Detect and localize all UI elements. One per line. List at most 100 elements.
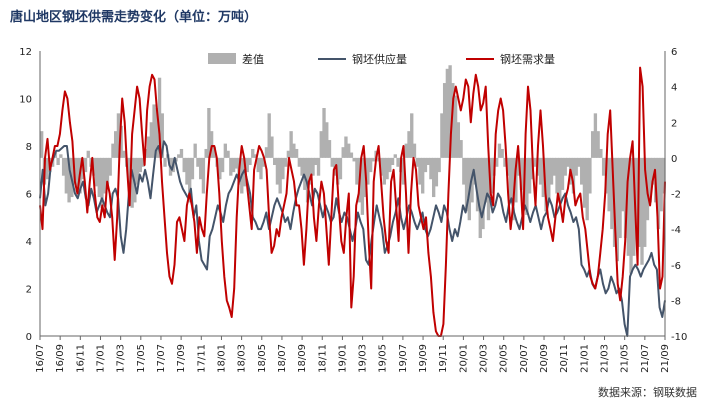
x-tick-label: 18/11 bbox=[317, 344, 328, 373]
diff-bar bbox=[234, 157, 238, 169]
diff-bar bbox=[314, 157, 318, 165]
diff-bar bbox=[404, 143, 408, 158]
legend-demand-label: 钢坯需求量 bbox=[500, 53, 555, 66]
diff-bar bbox=[643, 157, 647, 247]
diff-bar bbox=[127, 157, 132, 185]
diff-bar bbox=[423, 157, 428, 173]
diff-bar bbox=[544, 157, 548, 212]
diff-bar bbox=[347, 143, 351, 158]
diff-bar bbox=[519, 157, 524, 190]
diff-bar bbox=[407, 131, 411, 158]
diff-bar bbox=[146, 136, 151, 158]
diff-bar bbox=[495, 157, 499, 167]
diff-bar bbox=[198, 157, 203, 180]
x-tick-label: 20/09 bbox=[539, 344, 550, 373]
y-right-tick-label: 6 bbox=[671, 47, 677, 58]
diff-bar bbox=[456, 122, 461, 158]
diff-bar bbox=[220, 157, 225, 173]
x-tick-label: 18/01 bbox=[216, 344, 227, 373]
diff-bar bbox=[538, 157, 543, 185]
diff-bar bbox=[289, 131, 293, 158]
diff-bar bbox=[179, 148, 184, 158]
diff-bar bbox=[632, 157, 636, 256]
y-left-tick-label: 8 bbox=[26, 142, 32, 153]
diff-bar bbox=[253, 154, 258, 158]
diff-bar bbox=[648, 157, 652, 203]
diff-bar bbox=[426, 157, 430, 165]
diff-bar bbox=[596, 131, 600, 158]
diff-bar bbox=[325, 122, 329, 158]
diff-bar bbox=[231, 157, 236, 173]
x-tick-label: 17/05 bbox=[136, 344, 147, 373]
diff-bar bbox=[533, 157, 537, 167]
diff-bar bbox=[292, 143, 296, 158]
diff-bar bbox=[267, 113, 271, 158]
x-tick-label: 18/03 bbox=[237, 344, 248, 373]
diff-bar bbox=[207, 108, 211, 158]
diff-bar bbox=[462, 157, 466, 185]
diff-bar bbox=[563, 157, 567, 176]
diff-bar bbox=[410, 113, 414, 158]
diff-area-layer bbox=[40, 65, 666, 274]
diff-bar bbox=[327, 140, 332, 158]
diff-bar bbox=[122, 150, 126, 158]
diff-bar bbox=[582, 157, 587, 208]
diff-bar bbox=[45, 157, 49, 180]
x-tick-label: 19/11 bbox=[438, 344, 449, 373]
diff-bar bbox=[640, 157, 644, 265]
diff-bar bbox=[451, 83, 455, 158]
diff-bar bbox=[196, 157, 200, 167]
x-tick-label: 17/07 bbox=[156, 344, 167, 373]
series-lines bbox=[39, 66, 666, 337]
diff-bar bbox=[541, 157, 545, 198]
diff-bar bbox=[401, 157, 406, 185]
diff-bar bbox=[275, 157, 280, 185]
diff-bar bbox=[527, 157, 532, 194]
diff-bar bbox=[248, 157, 252, 165]
diff-bar bbox=[204, 148, 208, 158]
x-tick-label: 16/07 bbox=[35, 344, 46, 373]
diff-bar bbox=[552, 157, 556, 176]
diff-bar bbox=[209, 131, 214, 158]
y-left-tick-label: 0 bbox=[26, 332, 32, 343]
x-tick-label: 16/09 bbox=[55, 344, 66, 373]
diff-bar bbox=[385, 157, 389, 180]
diff-bar bbox=[281, 157, 285, 180]
diff-bar bbox=[590, 131, 595, 158]
diff-bar bbox=[135, 157, 140, 185]
diff-bar bbox=[558, 157, 562, 203]
legend-supply-label: 钢坯供应量 bbox=[352, 52, 407, 66]
page-title: 唐山地区钢坯供需走势变化（单位：万吨） bbox=[10, 10, 258, 25]
x-tick-label: 18/07 bbox=[277, 344, 288, 373]
source-note: 数据来源：钢联数据 bbox=[598, 386, 697, 399]
diff-bar bbox=[390, 157, 395, 165]
y-right-tick-label: 4 bbox=[671, 83, 677, 94]
diff-bar bbox=[651, 157, 655, 185]
diff-bar bbox=[157, 77, 162, 158]
diff-bar bbox=[316, 157, 321, 176]
diff-bar bbox=[303, 157, 307, 190]
diff-bar bbox=[623, 157, 628, 239]
diff-bar bbox=[130, 157, 134, 208]
diff-bar bbox=[368, 157, 373, 173]
diff-bar bbox=[525, 157, 529, 215]
diff-bar bbox=[656, 157, 661, 230]
diff-bar bbox=[560, 157, 565, 190]
diff-bar bbox=[344, 136, 348, 158]
diff-bar bbox=[500, 148, 504, 158]
diff-bar bbox=[437, 157, 441, 173]
diff-bar bbox=[445, 68, 450, 158]
y-left-tick-label: 6 bbox=[26, 190, 32, 201]
diff-bar bbox=[56, 157, 60, 165]
legend-diff-swatch bbox=[208, 53, 236, 64]
y-right-tick-label: -6 bbox=[671, 261, 681, 272]
diff-bar bbox=[270, 136, 274, 158]
y-left-tick-label: 2 bbox=[26, 285, 32, 296]
diff-bar bbox=[621, 157, 625, 212]
diff-bar bbox=[599, 148, 603, 158]
diff-bar bbox=[256, 157, 260, 173]
diff-bar bbox=[218, 157, 222, 180]
chart-legend: 差值 钢坯供应量 钢坯需求量 bbox=[208, 52, 555, 66]
diff-bar bbox=[418, 157, 422, 185]
